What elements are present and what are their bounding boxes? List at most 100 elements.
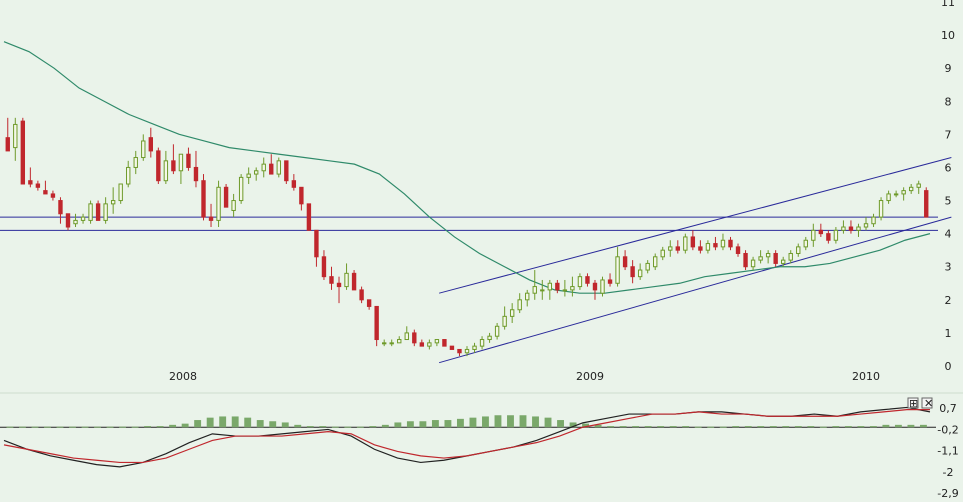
candle-body: [848, 226, 854, 231]
candle: [833, 227, 839, 244]
macd-histogram-bar: [31, 426, 39, 428]
candle-body: [366, 299, 372, 307]
candle-body: [630, 266, 635, 278]
candle: [419, 339, 425, 347]
candle-body: [871, 216, 876, 225]
candle: [668, 240, 673, 257]
candle-body: [201, 180, 206, 218]
candle-body: [306, 203, 312, 231]
candle: [532, 270, 537, 300]
price-tick-label: 2: [945, 294, 952, 307]
candle-body: [389, 342, 394, 345]
candle-body: [841, 226, 846, 231]
candle: [607, 273, 613, 287]
macd-histogram-bar: [344, 426, 352, 428]
candle-body: [675, 246, 680, 251]
expand-panel-button[interactable]: [907, 397, 919, 409]
date-tick-label: 2010: [852, 370, 880, 383]
macd-histogram-bar: [256, 420, 264, 428]
candle-body: [863, 223, 869, 228]
candle-body: [856, 226, 861, 231]
candle: [178, 153, 184, 184]
macd-histogram-bar: [869, 426, 877, 428]
candle: [479, 336, 485, 350]
candle: [540, 279, 545, 300]
close-panel-button[interactable]: [921, 397, 933, 409]
candle: [698, 240, 703, 254]
candle: [291, 174, 297, 191]
candle-body: [592, 282, 598, 291]
candle-body: [457, 348, 462, 354]
candle-body: [487, 335, 492, 341]
candle: [908, 184, 914, 194]
candle-body: [419, 342, 425, 347]
candle-body: [916, 183, 921, 188]
macd-histogram-bar: [106, 426, 114, 428]
macd-histogram-bar: [557, 420, 564, 428]
macd-histogram-bar: [619, 426, 627, 428]
candle-body: [141, 140, 146, 159]
macd-histogram-bar: [757, 426, 765, 428]
candle: [65, 213, 71, 231]
candle-body: [600, 279, 605, 294]
macd-histogram-bar: [444, 420, 452, 428]
macd-histogram-bar: [569, 422, 577, 428]
candle-body: [509, 309, 515, 317]
candle-body: [397, 339, 402, 344]
price-y-axis: 0 1 2 3 4 5 6 7 8 9 10 11: [941, 0, 955, 373]
macd-histogram-bar: [6, 426, 14, 428]
candle-body: [186, 153, 191, 168]
macd-histogram-bar: [732, 426, 740, 428]
candle: [73, 213, 78, 228]
candle: [442, 339, 447, 347]
macd-histogram-bar: [319, 426, 327, 428]
candle: [916, 180, 921, 194]
candle-body: [35, 183, 41, 188]
candle: [238, 174, 244, 204]
macd-histogram-bar: [907, 424, 915, 428]
channel-trend-line: [438, 216, 952, 364]
candle: [126, 160, 131, 188]
candle: [796, 243, 801, 257]
macd-histogram-bar: [381, 424, 389, 428]
candle: [28, 167, 33, 188]
candle: [720, 233, 726, 251]
macd-histogram-bar: [356, 426, 364, 428]
macd-histogram-bar: [219, 416, 227, 428]
macd-histogram-bar: [794, 426, 802, 428]
candle-body: [156, 150, 161, 182]
macd-histogram-bar: [56, 426, 64, 428]
candle: [781, 256, 786, 267]
price-tick-label: 5: [945, 195, 952, 208]
candle: [856, 223, 861, 237]
macd-histogram-bar: [19, 426, 26, 428]
macd-histogram-bar: [669, 426, 677, 428]
candle: [118, 183, 123, 204]
candle: [110, 187, 116, 214]
candle-body: [720, 239, 726, 248]
candle-body: [223, 186, 229, 208]
candle-body: [464, 348, 470, 354]
candle-body: [65, 213, 71, 228]
macd-panel: [0, 406, 936, 468]
candle: [750, 256, 756, 271]
candle: [502, 306, 507, 330]
candle: [577, 273, 583, 290]
macd-histogram-bar: [119, 426, 127, 428]
price-panel: [0, 41, 952, 364]
macd-histogram-bar: [644, 426, 652, 428]
candle: [675, 240, 680, 254]
candle: [893, 190, 899, 198]
macd-histogram-bar: [707, 426, 715, 428]
macd-histogram-bar: [782, 426, 790, 428]
candle-body: [826, 233, 831, 241]
candle-body: [208, 216, 214, 221]
candle: [570, 276, 575, 297]
macd-histogram-bar: [294, 424, 302, 428]
candle-body: [502, 315, 507, 327]
candle: [246, 167, 251, 184]
candle-body: [73, 219, 78, 225]
candle: [600, 276, 605, 297]
candle: [803, 236, 808, 251]
candle-body: [517, 299, 522, 311]
